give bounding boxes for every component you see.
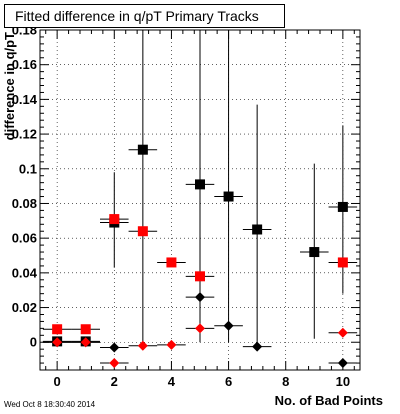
data-point-square [195,179,205,190]
data-point-diamond [137,340,148,351]
data-point-diamond [337,327,348,338]
x-tick-label: 8 [282,374,289,389]
x-tick-label: 6 [225,374,232,389]
chart-title: Fitted difference in q/pT Primary Tracks [4,4,285,28]
x-tick-label: 4 [168,374,176,389]
data-point-square [166,257,177,268]
axes: 0 2 4 6 8 1000.020.040.060.080.10.120.140.160… [12,23,361,389]
y-tick-label: 0.1 [19,161,37,176]
x-axis-label: No. of Bad Points [274,393,383,408]
y-axis-label: difference in q/pT [2,32,17,140]
data-point-square [309,247,320,258]
data-markers [52,144,348,369]
y-tick-label: 0.16 [12,57,37,72]
data-point-square [337,257,348,268]
y-tick-label: 0.14 [12,92,38,107]
y-tick-label: 0.08 [12,196,37,211]
timestamp: Wed Oct 8 18:30:40 2014 [4,400,96,409]
x-tick-label: 0 [54,374,61,389]
data-point-square [252,224,263,235]
data-point-diamond [252,341,263,352]
data-point-diamond [166,339,177,350]
data-point-diamond [80,337,91,348]
y-tick-label: 0.04 [12,265,38,280]
data-point-diamond [109,358,120,369]
data-point-square [109,214,120,225]
data-point-square [137,144,148,155]
error-bars [42,30,358,364]
data-point-diamond [223,320,234,331]
data-point-diamond [195,292,205,303]
y-tick-label: 0.02 [12,300,37,315]
data-point-square [195,271,205,282]
data-point-diamond [195,323,205,334]
data-point-square [52,324,63,335]
data-point-square [137,226,148,237]
x-tick-label: 2 [111,374,118,389]
y-tick-label: 0 [30,335,37,350]
data-point-diamond [52,337,63,348]
data-point-square [80,324,91,335]
x-tick-label: 10 [336,374,350,389]
data-point-diamond [337,358,348,369]
y-tick-label: 0.06 [12,231,37,246]
y-tick-label: 0.12 [12,127,37,142]
data-point-square [223,191,234,202]
data-point-square [337,201,348,212]
data-point-diamond [109,342,120,353]
